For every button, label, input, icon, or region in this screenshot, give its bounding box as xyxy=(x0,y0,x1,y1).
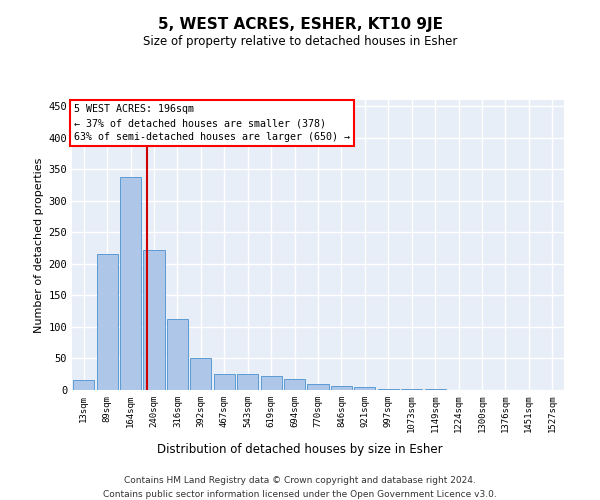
Bar xyxy=(143,250,164,390)
Bar xyxy=(331,386,352,390)
Bar xyxy=(214,374,235,390)
Bar xyxy=(284,380,305,390)
Bar xyxy=(237,374,258,390)
Text: Size of property relative to detached houses in Esher: Size of property relative to detached ho… xyxy=(143,35,457,48)
Bar xyxy=(190,358,211,390)
Text: 5, WEST ACRES, ESHER, KT10 9JE: 5, WEST ACRES, ESHER, KT10 9JE xyxy=(157,18,443,32)
Bar xyxy=(97,254,118,390)
Text: Contains public sector information licensed under the Open Government Licence v3: Contains public sector information licen… xyxy=(103,490,497,499)
Text: Contains HM Land Registry data © Crown copyright and database right 2024.: Contains HM Land Registry data © Crown c… xyxy=(124,476,476,485)
Bar xyxy=(307,384,329,390)
Text: Distribution of detached houses by size in Esher: Distribution of detached houses by size … xyxy=(157,442,443,456)
Bar xyxy=(355,388,376,390)
Bar xyxy=(120,177,141,390)
Bar xyxy=(167,319,188,390)
Bar xyxy=(73,380,94,390)
Y-axis label: Number of detached properties: Number of detached properties xyxy=(34,158,44,332)
Bar xyxy=(378,388,399,390)
Bar xyxy=(260,376,281,390)
Text: 5 WEST ACRES: 196sqm
← 37% of detached houses are smaller (378)
63% of semi-deta: 5 WEST ACRES: 196sqm ← 37% of detached h… xyxy=(74,104,350,142)
